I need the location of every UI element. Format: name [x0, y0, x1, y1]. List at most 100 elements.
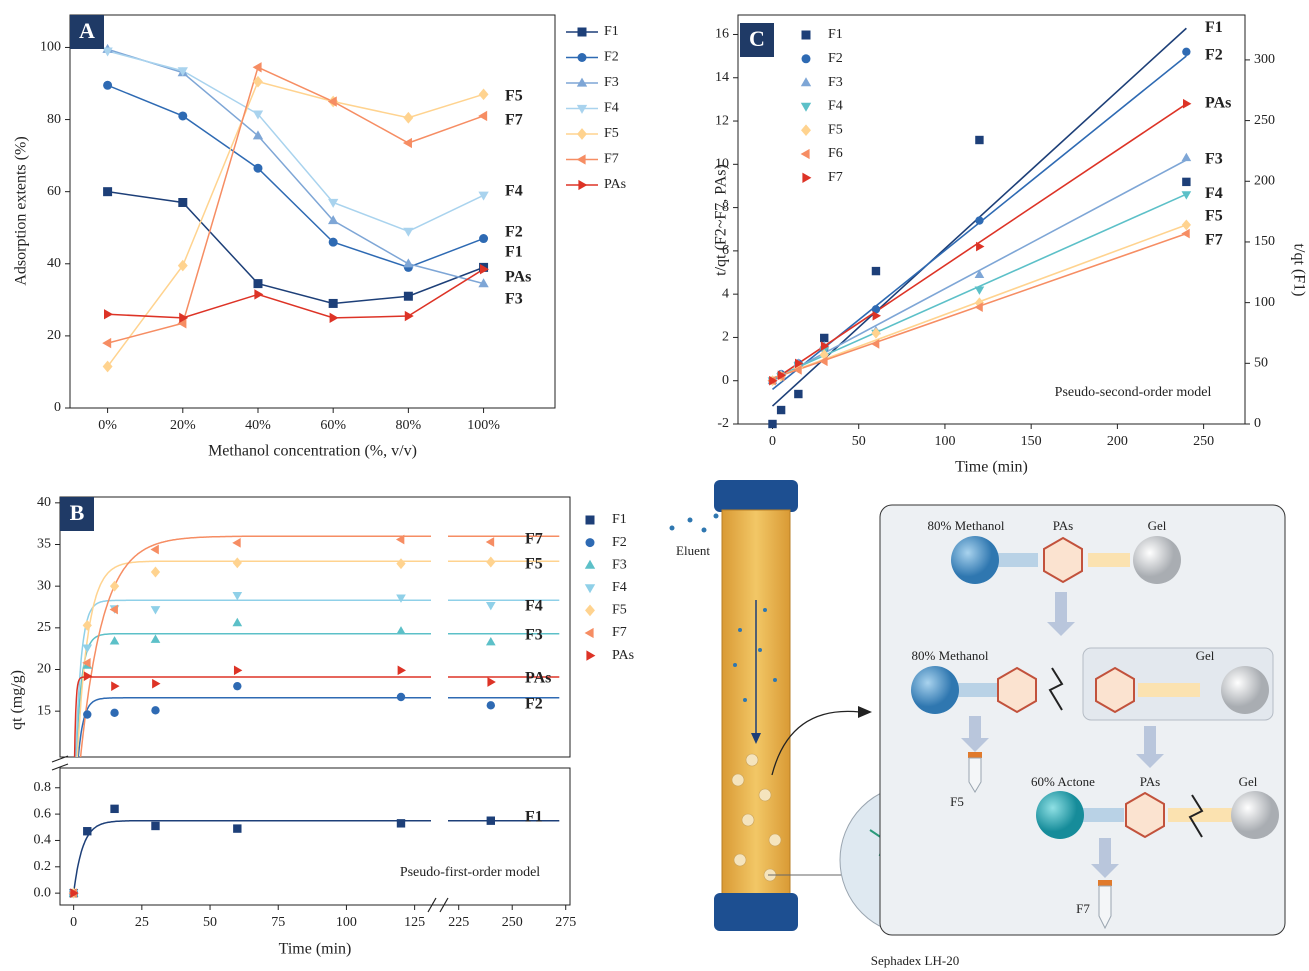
figure: Eluent Sephadex LH-20 80% Methanol PAs G…: [0, 0, 1309, 971]
data-point: [486, 557, 495, 568]
data-point: [486, 537, 494, 547]
legend-marker: [586, 516, 595, 525]
resin-label: Sephadex LH-20: [871, 953, 959, 968]
panel-letter: A: [79, 18, 95, 43]
series-end-label: F5: [525, 556, 543, 573]
data-point: [83, 827, 91, 835]
data-point: [178, 111, 187, 120]
y-tick-label: 40: [37, 495, 51, 510]
data-point: [233, 557, 242, 568]
plot-frame: [60, 768, 570, 905]
legend-marker: [802, 31, 811, 40]
x-axis-title: Time (min): [279, 941, 352, 958]
data-point: [178, 198, 187, 207]
y-tick-label: 2: [722, 330, 729, 345]
series-end-label: F3: [525, 627, 543, 644]
legend-marker: [578, 28, 587, 37]
data-point: [234, 666, 242, 676]
compound-hexagon: [1096, 668, 1134, 712]
data-point: [232, 618, 242, 626]
y-tick-label: 0.6: [34, 806, 52, 821]
data-point: [487, 677, 495, 687]
dot: [763, 608, 767, 612]
arrow-right: [1168, 808, 1232, 822]
dot: [773, 678, 777, 682]
series-line: [108, 82, 484, 367]
legend-marker: [801, 103, 811, 112]
legend-label: PAs: [612, 648, 634, 663]
data-point: [404, 292, 413, 301]
compound-label: PAs: [1140, 774, 1160, 789]
adsorbent-label: Gel: [1196, 648, 1215, 663]
x-tick-label: 125: [404, 915, 425, 930]
data-point: [486, 637, 496, 645]
data-point: [111, 681, 119, 691]
drop: [714, 514, 719, 519]
eluent-label: Eluent: [676, 543, 710, 558]
data-point: [1182, 178, 1190, 186]
x-tick-label: 0: [769, 434, 776, 449]
arrow-left: [1080, 808, 1124, 822]
data-point: [405, 311, 414, 321]
fit-curve: [74, 821, 560, 893]
y-tick-label: 40: [47, 256, 61, 271]
data-point: [102, 338, 111, 348]
y-tick-label: 0.4: [34, 833, 52, 848]
legend-label: F1: [612, 512, 627, 527]
x-tick-label: 75: [271, 915, 285, 930]
series-end-label: F4: [1205, 185, 1223, 202]
data-point: [794, 390, 802, 398]
legend-label: F2: [604, 50, 619, 65]
data-point: [478, 111, 487, 121]
solvent-ball: [911, 666, 959, 714]
legend-label: F5: [604, 126, 619, 141]
legend-label: F4: [604, 101, 619, 116]
legend-label: PAs: [604, 177, 626, 192]
data-point: [397, 819, 405, 827]
data-point: [232, 538, 240, 548]
series-end-label: F2: [1205, 47, 1223, 64]
bead: [732, 774, 744, 786]
x-tick-label: 200: [1107, 434, 1128, 449]
legend-marker: [577, 154, 586, 164]
pointer-arrow-head: [858, 706, 872, 718]
arrow-right: [1088, 553, 1130, 567]
legend-marker: [578, 53, 587, 62]
y-tick-label: -2: [717, 416, 729, 431]
legend-label: F3: [612, 557, 627, 572]
panel-letter: C: [749, 26, 765, 51]
data-point: [768, 420, 776, 428]
x-tick-label: 250: [502, 915, 523, 930]
y2-tick-label: 0: [1254, 416, 1261, 431]
data-point: [253, 130, 263, 139]
series-line: [108, 192, 484, 304]
x-axis-title: Time (min): [955, 459, 1028, 476]
series-end-label: F3: [1205, 151, 1223, 168]
column-cap: [714, 893, 798, 931]
x-tick-label: 40%: [245, 418, 271, 433]
adsorbent-label: Gel: [1239, 774, 1258, 789]
legend-marker: [585, 605, 595, 617]
data-point: [478, 192, 488, 201]
solvent-label: 80% Methanol: [928, 518, 1005, 533]
legend-label: F6: [828, 146, 843, 161]
x-tick-label: 250: [1193, 434, 1214, 449]
y2-tick-label: 100: [1254, 295, 1275, 310]
dot: [738, 628, 742, 632]
annotation: Pseudo-first-order model: [400, 865, 540, 880]
y-tick-label: 0: [54, 400, 61, 415]
series-end-label: F3: [505, 291, 523, 308]
data-point: [83, 710, 91, 718]
data-point: [233, 682, 241, 690]
series-end-label: F5: [1205, 207, 1223, 224]
x-axis-title: Methanol concentration (%, v/v): [208, 443, 417, 460]
data-point: [103, 187, 112, 196]
y-tick-label: 15: [37, 703, 51, 718]
y2-tick-label: 250: [1254, 113, 1275, 128]
data-point: [396, 558, 405, 569]
legend-label: F3: [828, 75, 843, 90]
legend-marker: [578, 180, 587, 190]
arrow-left: [998, 553, 1038, 567]
series-end-label: F4: [525, 598, 543, 615]
data-point: [871, 328, 880, 339]
